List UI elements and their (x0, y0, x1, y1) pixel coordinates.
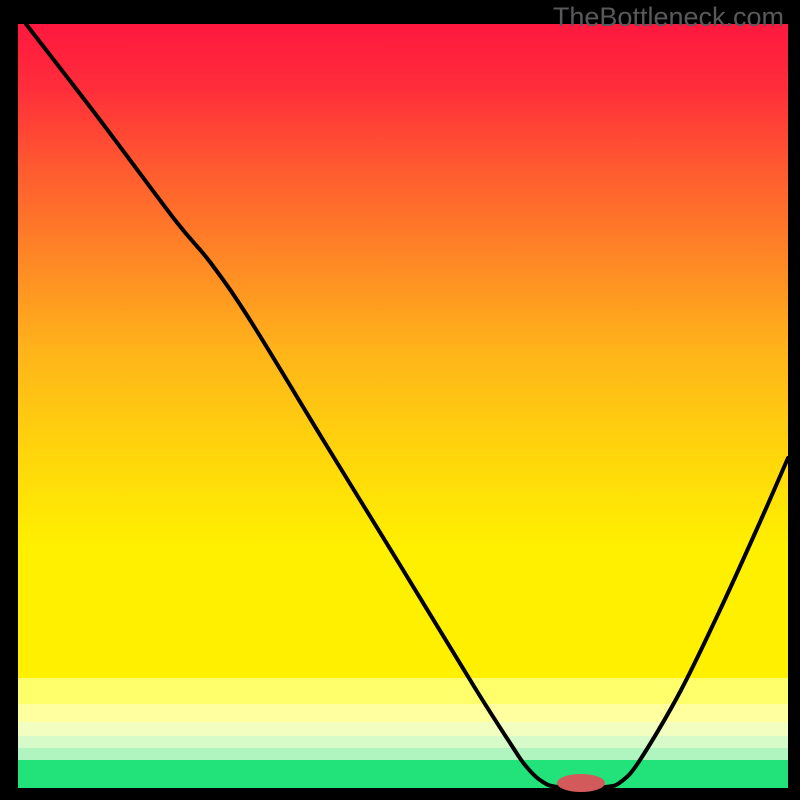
gradient-background (18, 24, 788, 678)
bottleneck-chart (0, 0, 800, 800)
watermark-text: TheBottleneck.com (553, 2, 784, 33)
gradient-bands (18, 678, 788, 788)
optimal-marker (557, 774, 605, 792)
